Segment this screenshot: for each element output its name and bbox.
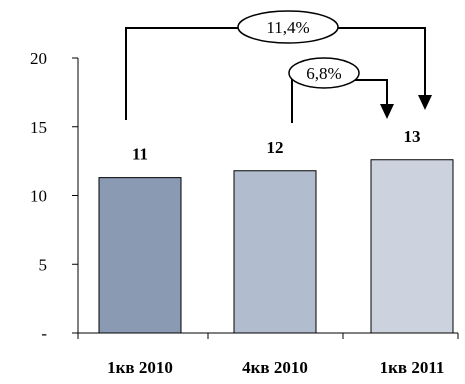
y-tick-label: -	[41, 324, 47, 343]
x-tick-label: 1кв 2010	[107, 358, 173, 377]
data-label: 12	[267, 138, 284, 157]
growth-bubble	[288, 57, 360, 89]
y-tick-label: 10	[30, 187, 47, 206]
arrow-head-icon	[418, 95, 432, 110]
bar	[370, 159, 454, 334]
growth-annotations: 11,4% 6,8%	[125, 10, 432, 123]
growth-label: 6,8%	[306, 64, 341, 83]
bar	[233, 170, 317, 334]
x-axis	[77, 332, 459, 339]
value-labels: 11 12 13	[132, 127, 421, 164]
y-tick-label: 15	[30, 118, 47, 137]
x-tick-label: 4кв 2010	[242, 358, 308, 377]
y-tick-label: 20	[30, 49, 47, 68]
x-tick-label: 1кв 2011	[380, 358, 445, 377]
growth-label: 11,4%	[266, 18, 309, 37]
data-label: 13	[404, 127, 421, 146]
y-tick-label: 5	[39, 255, 48, 274]
y-axis: - 5 10 15 20	[30, 49, 79, 343]
category-labels: 1кв 2010 4кв 2010 1кв 2011	[107, 358, 444, 377]
bar	[98, 177, 182, 334]
growth-bubble	[237, 10, 339, 44]
arrow-head-icon	[380, 104, 394, 119]
data-label: 11	[132, 145, 148, 164]
bars	[98, 159, 454, 334]
